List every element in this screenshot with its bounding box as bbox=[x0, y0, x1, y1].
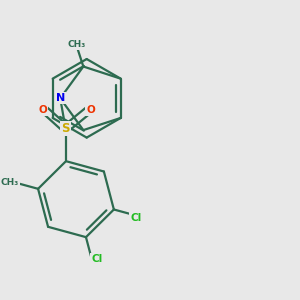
Text: CH₃: CH₃ bbox=[1, 178, 19, 187]
Text: Cl: Cl bbox=[91, 254, 103, 264]
Text: O: O bbox=[38, 105, 47, 115]
Text: CH₃: CH₃ bbox=[67, 40, 86, 50]
Text: N: N bbox=[56, 93, 65, 103]
Text: S: S bbox=[61, 122, 70, 135]
Text: Cl: Cl bbox=[130, 212, 141, 223]
Text: O: O bbox=[86, 105, 95, 115]
